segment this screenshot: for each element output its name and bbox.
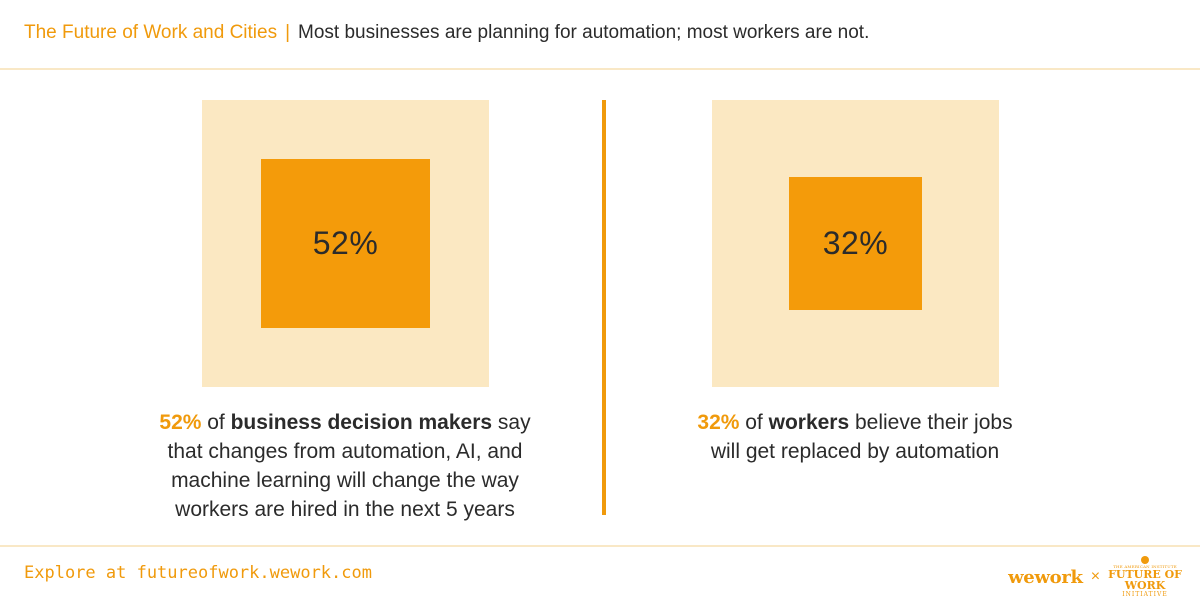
- headline: Most businesses are planning for automat…: [298, 22, 870, 43]
- caption-right-post: believe their jobs will get replaced by …: [710, 411, 1013, 463]
- future-of-work-logo: THE AMERICAN INSTITUTE FUTURE OF WORK IN…: [1108, 555, 1182, 599]
- caption-right: 32% of workers believe their jobs will g…: [690, 408, 1020, 466]
- header: The Future of Work and Cities | Most busin…: [0, 0, 1200, 70]
- caption-left-post: say that changes from automation, AI, an…: [167, 411, 531, 521]
- caption-left-subject: business decision makers: [230, 411, 493, 434]
- title-separator: |: [285, 22, 291, 43]
- caption-right-subject: workers: [768, 411, 850, 434]
- header-title-row: The Future of Work and Cities | Most busin…: [24, 22, 869, 44]
- fow-logo-line1: FUTURE OF: [1108, 567, 1182, 581]
- proportion-square-right: 32%: [788, 176, 923, 311]
- panel-background-right: 32%: [712, 100, 999, 387]
- caption-left: 52% of business decision makers say that…: [140, 408, 550, 524]
- times-icon: ×: [1090, 568, 1101, 585]
- explore-link[interactable]: Explore at futureofwork.wework.com: [24, 563, 372, 583]
- partner-logos: wework × THE AMERICAN INSTITUTE FUTURE O…: [1008, 555, 1182, 599]
- value-label-right: 32%: [822, 224, 889, 261]
- value-label-left: 52%: [312, 224, 379, 261]
- fow-logo-line2: WORK: [1124, 578, 1166, 592]
- caption-right-pct: 32%: [697, 411, 740, 434]
- caption-left-pct: 52%: [159, 411, 202, 434]
- wework-logo: wework: [1008, 566, 1083, 588]
- series-title: The Future of Work and Cities: [24, 22, 278, 43]
- center-divider: [602, 100, 606, 515]
- caption-right-pre: of: [739, 411, 769, 434]
- proportion-square-left: 52%: [260, 158, 431, 329]
- fow-logo-line3: INITIATIVE: [1122, 590, 1168, 598]
- footer: Explore at futureofwork.wework.com wewor…: [0, 545, 1200, 600]
- fow-logo-small: THE AMERICAN INSTITUTE: [1113, 563, 1177, 569]
- sun-icon: [1141, 555, 1150, 564]
- panel-background-left: 52%: [202, 100, 489, 387]
- caption-left-pre: of: [201, 411, 231, 434]
